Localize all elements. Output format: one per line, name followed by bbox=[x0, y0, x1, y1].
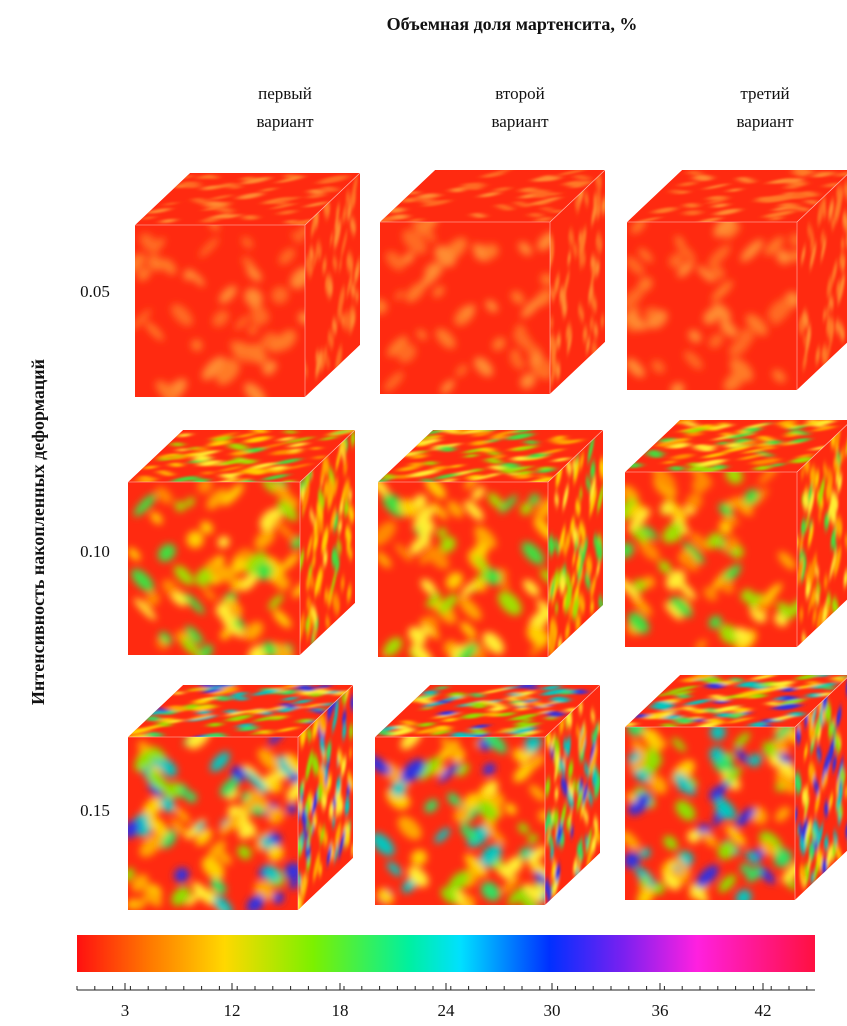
cube-face bbox=[361, 725, 554, 917]
column-header: вариант bbox=[491, 112, 549, 131]
column-header: вариант bbox=[736, 112, 794, 131]
colorbar-tick-label: 18 bbox=[332, 1001, 349, 1020]
row-label: 0.05 bbox=[80, 282, 110, 301]
colorbar bbox=[77, 935, 815, 972]
y-label: Интенсивность накопленных деформаций bbox=[28, 359, 48, 705]
cube-face bbox=[125, 475, 309, 670]
cube bbox=[613, 662, 847, 910]
cube-face bbox=[370, 209, 559, 396]
column-header: первый bbox=[258, 84, 312, 103]
row-label: 0.15 bbox=[80, 801, 110, 820]
cube bbox=[361, 413, 617, 670]
row-label: 0.10 bbox=[80, 542, 110, 561]
cube-face bbox=[613, 460, 809, 655]
colorbar-tick-label: 3 bbox=[121, 1001, 130, 1020]
colorbar-tick-label: 12 bbox=[224, 1001, 241, 1020]
cube-face bbox=[368, 473, 561, 669]
figure: Объемная доля мартенсита, % Интенсивност… bbox=[0, 0, 847, 1026]
cube-face bbox=[123, 218, 315, 409]
column-header: третий bbox=[740, 84, 789, 103]
cube bbox=[612, 404, 847, 660]
column-header: вариант bbox=[256, 112, 314, 131]
colorbar-tick-label: 30 bbox=[544, 1001, 561, 1020]
cube bbox=[122, 416, 364, 671]
title: Объемная доля мартенсита, % bbox=[387, 14, 638, 34]
colorbar-tick-label: 36 bbox=[652, 1001, 669, 1020]
column-header: второй bbox=[495, 84, 544, 103]
cube bbox=[364, 156, 610, 408]
cube-face bbox=[618, 212, 805, 399]
colorbar-tick-label: 24 bbox=[438, 1001, 456, 1020]
cubes bbox=[112, 156, 847, 925]
cube bbox=[112, 667, 367, 925]
cube bbox=[123, 161, 369, 410]
page: Объемная доля мартенсита, % Интенсивност… bbox=[0, 0, 847, 1026]
cube bbox=[618, 166, 847, 399]
cube bbox=[361, 670, 612, 918]
cube-face bbox=[119, 721, 311, 919]
colorbar-tick-label: 42 bbox=[755, 1001, 772, 1020]
cube-face bbox=[617, 716, 807, 909]
